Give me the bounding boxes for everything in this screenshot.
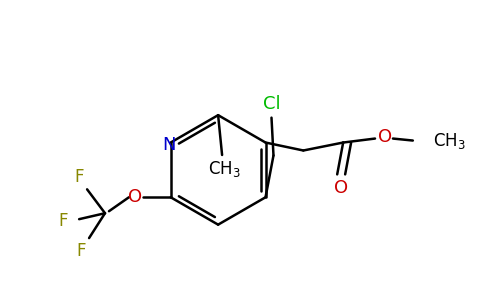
Text: CH$_3$: CH$_3$ [208,159,241,179]
Text: O: O [378,128,392,146]
Text: O: O [334,179,348,197]
Text: F: F [75,168,84,186]
Text: Cl: Cl [263,95,280,113]
Text: F: F [59,212,68,230]
Text: CH$_3$: CH$_3$ [433,130,466,151]
Text: N: N [162,136,176,154]
Text: F: F [76,242,86,260]
Text: O: O [128,188,142,206]
